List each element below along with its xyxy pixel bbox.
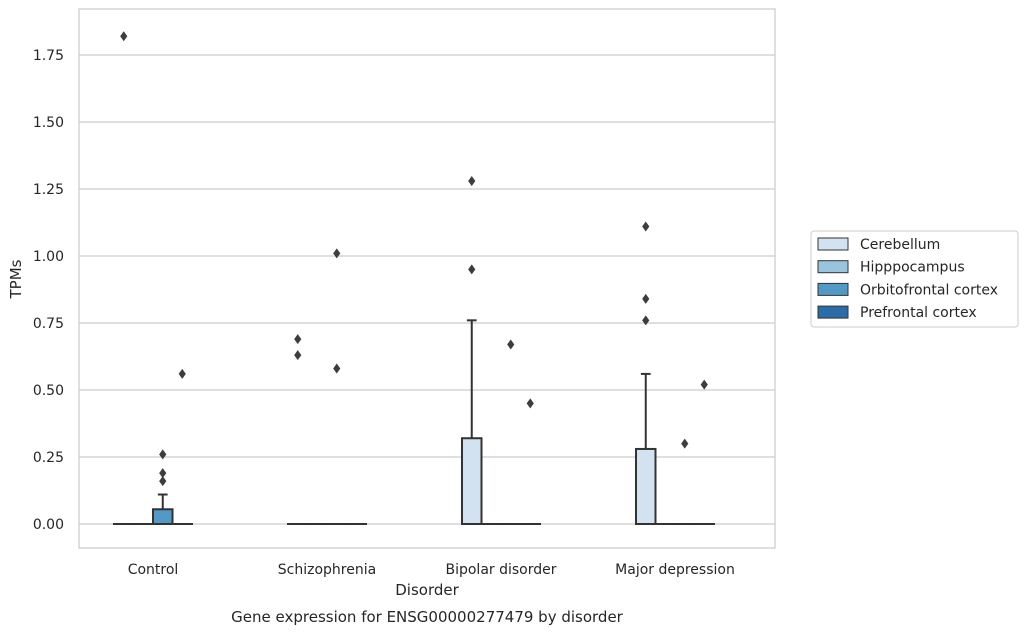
outlier-point bbox=[468, 264, 476, 275]
y-tick-label: 0.50 bbox=[33, 383, 64, 399]
box-body bbox=[635, 447, 657, 525]
outlier-point bbox=[120, 31, 128, 42]
outlier-point bbox=[159, 476, 167, 487]
legend-swatch bbox=[817, 282, 849, 296]
y-tick-label: 1.75 bbox=[33, 48, 64, 64]
x-tick-label: Major depression bbox=[615, 562, 735, 578]
legend-label: Cerebellum bbox=[860, 237, 940, 253]
box-cerebellum bbox=[635, 221, 657, 525]
box-cerebellum bbox=[461, 175, 483, 525]
y-tick-label: 1.00 bbox=[33, 249, 64, 265]
x-tick-label: Schizophrenia bbox=[278, 562, 376, 578]
outlier-point bbox=[642, 221, 650, 232]
box-body bbox=[152, 508, 174, 526]
outlier-point bbox=[333, 363, 341, 374]
y-tick-label: 0.25 bbox=[33, 450, 64, 466]
box-groups bbox=[113, 31, 715, 526]
box-orbitofrontal-cortex bbox=[674, 438, 696, 526]
plot-background bbox=[79, 9, 775, 548]
box-prefrontal-cortex bbox=[171, 368, 193, 526]
x-axis-label: Disorder bbox=[395, 581, 459, 599]
gridlines bbox=[79, 54, 775, 525]
y-axis-ticks: 0.00 0.25 0.50 0.75 1.00 1.25 1.50 1.75 bbox=[33, 48, 64, 533]
y-tick-label: 1.25 bbox=[33, 182, 64, 198]
x-tick-label: Bipolar disorder bbox=[445, 562, 556, 578]
outlier-point bbox=[159, 468, 167, 479]
outlier-point bbox=[294, 334, 302, 345]
legend-label: Prefrontal cortex bbox=[860, 305, 977, 321]
legend-label: Hipppocampus bbox=[860, 260, 965, 276]
legend-frame bbox=[810, 230, 1019, 328]
box-prefrontal-cortex bbox=[519, 398, 541, 526]
outlier-point bbox=[294, 350, 302, 361]
box-body bbox=[461, 437, 483, 525]
y-tick-label: 0.75 bbox=[33, 316, 64, 332]
box-orbitofrontal-cortex bbox=[152, 449, 174, 526]
legend-swatch bbox=[817, 260, 849, 274]
outlier-point bbox=[159, 449, 167, 460]
x-tick-label: Control bbox=[128, 562, 179, 578]
outlier-point bbox=[642, 293, 650, 304]
chart-caption: Gene expression for ENSG00000277479 by d… bbox=[231, 608, 624, 626]
y-tick-label: 0.00 bbox=[33, 517, 64, 533]
legend-label: Orbitofrontal cortex bbox=[860, 282, 998, 298]
y-axis-label: TPMs bbox=[7, 259, 25, 299]
plot-frame bbox=[78, 8, 776, 549]
outlier-point bbox=[700, 379, 708, 390]
y-tick-label: 1.50 bbox=[33, 115, 64, 131]
x-axis-ticks: Control Schizophrenia Bipolar disorder Majo… bbox=[128, 562, 735, 578]
outlier-point bbox=[178, 368, 186, 379]
legend: Cerebellum Hipppocampus Orbitofrontal cort… bbox=[810, 230, 1019, 328]
legend-swatch bbox=[817, 237, 849, 251]
outlier-point bbox=[468, 175, 476, 186]
legend-swatch bbox=[817, 305, 849, 319]
box-prefrontal-cortex bbox=[693, 379, 715, 526]
outlier-point bbox=[526, 398, 534, 409]
outlier-point bbox=[507, 339, 515, 350]
outlier-point bbox=[642, 315, 650, 326]
outlier-point bbox=[333, 248, 341, 259]
box-cerebellum bbox=[287, 334, 309, 526]
outlier-point bbox=[681, 438, 689, 449]
